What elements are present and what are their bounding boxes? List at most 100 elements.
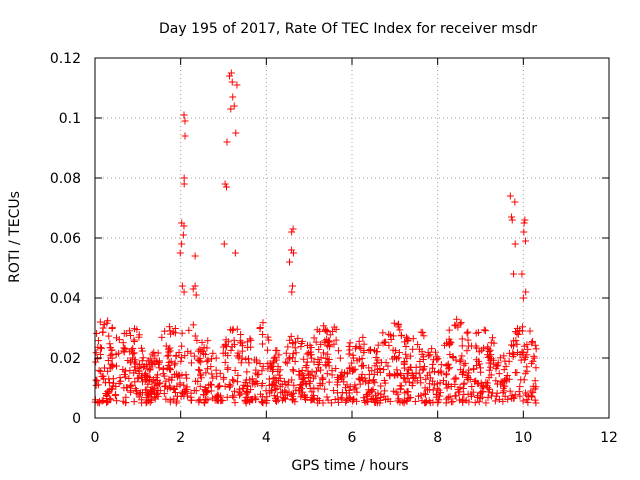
y-axis-label: ROTI / TECUs <box>7 191 23 283</box>
data-point <box>519 397 527 405</box>
data-point <box>197 358 205 366</box>
data-point <box>318 374 326 382</box>
data-point <box>148 350 156 358</box>
data-point <box>288 288 296 296</box>
data-point <box>421 390 429 398</box>
data-point <box>235 354 243 362</box>
data-point <box>373 368 381 376</box>
data-point <box>138 399 146 407</box>
data-point <box>273 347 281 355</box>
data-point <box>292 349 300 357</box>
data-point <box>451 321 459 329</box>
data-point <box>381 338 389 346</box>
data-point <box>523 341 531 349</box>
data-point <box>148 378 156 386</box>
data-point <box>357 362 365 370</box>
data-point <box>259 331 267 339</box>
data-point <box>172 351 180 359</box>
data-point <box>319 375 327 383</box>
data-point <box>122 399 130 407</box>
data-point <box>259 393 267 401</box>
data-point <box>390 371 398 379</box>
data-point <box>120 348 128 356</box>
data-point <box>170 384 178 392</box>
data-point <box>458 352 466 360</box>
data-point <box>139 354 147 362</box>
data-point <box>332 336 340 344</box>
data-point <box>163 352 171 360</box>
data-point <box>296 384 304 392</box>
data-point <box>283 359 291 367</box>
data-point <box>195 357 203 365</box>
data-point <box>212 354 220 362</box>
data-point <box>456 383 464 391</box>
data-point <box>446 393 454 401</box>
data-point <box>92 349 100 357</box>
data-point <box>358 354 366 362</box>
data-point <box>121 367 129 375</box>
data-point <box>181 132 189 140</box>
data-point <box>271 353 279 361</box>
chart-title: Day 195 of 2017, Rate Of TEC Index for r… <box>159 21 537 37</box>
data-point <box>211 396 219 404</box>
data-point <box>259 399 267 407</box>
data-point <box>345 342 353 350</box>
data-point <box>167 366 175 374</box>
data-point <box>517 356 525 364</box>
data-point <box>236 385 244 393</box>
data-point <box>201 399 209 407</box>
data-point <box>204 387 212 395</box>
data-point <box>489 356 497 364</box>
data-point <box>297 343 305 351</box>
data-point <box>265 336 273 344</box>
data-point <box>477 388 485 396</box>
data-point <box>231 366 239 374</box>
data-point <box>177 392 185 400</box>
data-point <box>501 392 509 400</box>
data-point <box>149 386 157 394</box>
data-point <box>513 340 521 348</box>
data-point <box>503 375 511 383</box>
data-point <box>113 362 121 370</box>
data-point <box>371 379 379 387</box>
data-point <box>485 359 493 367</box>
data-point <box>321 337 329 345</box>
data-point <box>159 365 167 373</box>
data-point <box>160 372 168 380</box>
data-point <box>130 349 138 357</box>
data-point <box>200 391 208 399</box>
data-point <box>417 391 425 399</box>
data-point <box>275 371 283 379</box>
data-point <box>457 356 465 364</box>
data-point <box>402 343 410 351</box>
data-point <box>423 371 431 379</box>
data-point <box>153 382 161 390</box>
data-point <box>286 336 294 344</box>
data-point <box>443 384 451 392</box>
data-point <box>196 372 204 380</box>
data-point <box>190 352 198 360</box>
data-point <box>273 393 281 401</box>
y-tick-label: 0.1 <box>59 111 81 127</box>
data-point <box>304 373 312 381</box>
data-point <box>516 350 524 358</box>
data-point <box>243 368 251 376</box>
data-point <box>360 340 368 348</box>
data-point <box>353 388 361 396</box>
data-point <box>341 369 349 377</box>
data-point <box>284 343 292 351</box>
data-point <box>519 294 527 302</box>
data-point <box>405 366 413 374</box>
data-point <box>231 249 239 257</box>
data-point <box>292 338 300 346</box>
data-point <box>475 398 483 406</box>
data-point <box>357 345 365 353</box>
data-point <box>119 339 127 347</box>
data-point <box>524 345 532 353</box>
data-point <box>184 347 192 355</box>
x-tick-label: 0 <box>91 430 100 446</box>
data-point <box>511 328 519 336</box>
data-point <box>161 383 169 391</box>
data-point <box>148 360 156 368</box>
data-point <box>355 375 363 383</box>
